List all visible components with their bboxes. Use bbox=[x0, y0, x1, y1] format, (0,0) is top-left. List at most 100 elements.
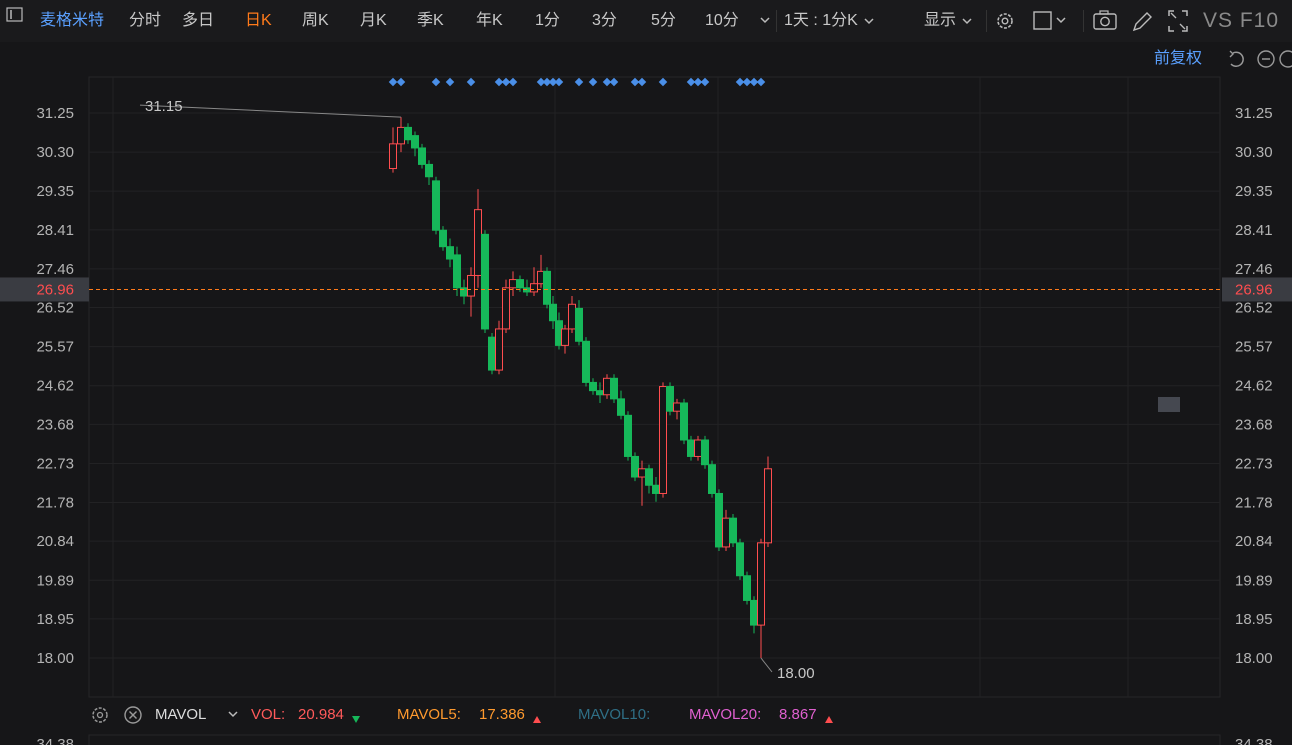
close-indicator-icon[interactable] bbox=[123, 705, 143, 730]
vs-f10-logo[interactable]: VS F10 bbox=[1203, 9, 1280, 32]
event-marker bbox=[609, 77, 619, 87]
tab-multiday[interactable]: 多日 bbox=[182, 12, 215, 29]
candle-body bbox=[729, 517, 737, 544]
range-selector[interactable]: 1天 : 1分K bbox=[784, 0, 876, 42]
mavol20-value: 8.867 bbox=[779, 706, 817, 723]
low-price-label: 18.00 bbox=[777, 665, 815, 682]
pencil-icon[interactable] bbox=[1130, 0, 1152, 42]
stock-title[interactable]: 麦格米特 bbox=[40, 12, 105, 29]
candle bbox=[432, 176, 440, 235]
candle-body bbox=[750, 599, 758, 626]
tab-10min[interactable]: 10分 bbox=[705, 12, 739, 29]
tab-intraday[interactable]: 分时 bbox=[129, 12, 162, 29]
candle-body bbox=[666, 386, 674, 412]
candle bbox=[631, 452, 639, 482]
tab-quarterly-k[interactable]: 季K bbox=[417, 12, 444, 29]
candle-body bbox=[516, 279, 524, 289]
candle bbox=[404, 123, 412, 144]
candle bbox=[764, 456, 772, 547]
tab-monthly-k[interactable]: 月K bbox=[360, 12, 387, 29]
candle-body bbox=[389, 143, 397, 170]
candle-body bbox=[722, 517, 730, 548]
range-label: 1天 : 1分K bbox=[784, 12, 858, 29]
candle-body bbox=[502, 287, 510, 330]
event-marker bbox=[494, 77, 504, 87]
candle-body bbox=[589, 381, 597, 392]
reset-icon[interactable] bbox=[1226, 48, 1246, 75]
candle bbox=[543, 267, 551, 309]
more-periods-chevron-icon[interactable] bbox=[758, 0, 772, 42]
candle bbox=[722, 509, 730, 552]
overlay-checkbox[interactable] bbox=[1032, 0, 1072, 42]
price-tick-left: 31.25 bbox=[36, 105, 74, 122]
candle-body bbox=[575, 307, 583, 342]
candle bbox=[549, 296, 557, 329]
price-tick-right: 18.95 bbox=[1235, 611, 1273, 628]
candle bbox=[645, 464, 653, 494]
vol-down-arrow-icon bbox=[351, 711, 361, 729]
current-price-tag-right bbox=[1222, 277, 1292, 302]
candle bbox=[418, 143, 426, 169]
candle-body bbox=[708, 464, 716, 494]
candle-body bbox=[495, 328, 503, 371]
tab-daily-k[interactable]: 日K bbox=[245, 12, 272, 29]
current-price-label-left: 26.96 bbox=[36, 281, 74, 298]
candle-body bbox=[425, 163, 433, 178]
price-tick-right: 29.35 bbox=[1235, 183, 1273, 200]
price-tick-right: 25.57 bbox=[1235, 339, 1273, 356]
event-marker bbox=[466, 77, 476, 87]
indicator-chevron-icon[interactable] bbox=[226, 707, 240, 726]
candle bbox=[708, 460, 716, 498]
plot-frame bbox=[88, 76, 1221, 698]
candle-body bbox=[568, 303, 576, 330]
tab-1min[interactable]: 1分 bbox=[535, 12, 560, 29]
mavol10-label: MAVOL10: bbox=[578, 706, 651, 723]
fullscreen-icon[interactable] bbox=[1166, 0, 1190, 42]
candle bbox=[481, 230, 489, 334]
price-axis-right: 31.25 30.30 29.35 28.41 27.46 26.52 25.57 24.62… bbox=[1235, 105, 1273, 745]
tab-weekly-k[interactable]: 周K bbox=[302, 12, 329, 29]
price-tick-left: 30.30 bbox=[36, 144, 74, 161]
chart-overlay: 26.96 26.96 31.15 18.00 bbox=[0, 98, 1292, 682]
candle-body bbox=[543, 270, 551, 305]
candle-body bbox=[397, 126, 405, 145]
price-tick-right: 26.52 bbox=[1235, 300, 1273, 317]
tab-5min[interactable]: 5分 bbox=[651, 12, 676, 29]
menu-icon[interactable] bbox=[6, 0, 24, 42]
kline-chart: 31.25 30.30 29.35 28.41 27.46 26.52 25.57 24.62… bbox=[0, 76, 1292, 745]
candle bbox=[589, 378, 597, 395]
price-tick-left: 23.68 bbox=[36, 416, 74, 433]
candle bbox=[624, 411, 632, 461]
zoom-out-icon[interactable] bbox=[1256, 48, 1276, 75]
tab-3min[interactable]: 3分 bbox=[592, 12, 617, 29]
adjust-mode-label[interactable]: 前复权 bbox=[1154, 50, 1203, 67]
candle-body bbox=[743, 575, 751, 601]
price-tick-left: 25.57 bbox=[36, 339, 74, 356]
separator bbox=[1083, 10, 1084, 32]
candle-body bbox=[439, 229, 447, 248]
camera-icon[interactable] bbox=[1092, 0, 1118, 42]
candle-body bbox=[715, 492, 723, 548]
indicator-name[interactable]: MAVOL bbox=[155, 706, 207, 723]
current-price-tag-left bbox=[0, 277, 89, 302]
candle bbox=[666, 382, 674, 416]
candle-body bbox=[603, 377, 611, 396]
settings-gear-icon[interactable] bbox=[994, 0, 1016, 42]
candle bbox=[638, 460, 646, 506]
price-tick-right: 20.84 bbox=[1235, 533, 1273, 550]
candle-body bbox=[736, 542, 744, 577]
candle-body bbox=[432, 180, 440, 231]
candle-body bbox=[509, 279, 517, 289]
candle-body bbox=[694, 439, 702, 457]
tab-yearly-k[interactable]: 年K bbox=[476, 12, 503, 29]
zoom-in-icon[interactable] bbox=[1278, 48, 1292, 75]
volume-settings-gear-icon[interactable] bbox=[90, 705, 110, 730]
display-dropdown[interactable]: 显示 bbox=[924, 0, 974, 42]
candle bbox=[743, 571, 751, 605]
candle bbox=[568, 296, 576, 334]
crosshair-box bbox=[1158, 397, 1180, 412]
candle-body bbox=[673, 402, 681, 412]
event-marker bbox=[445, 77, 455, 87]
event-marker bbox=[508, 77, 518, 87]
vol-value: 20.984 bbox=[298, 706, 344, 723]
